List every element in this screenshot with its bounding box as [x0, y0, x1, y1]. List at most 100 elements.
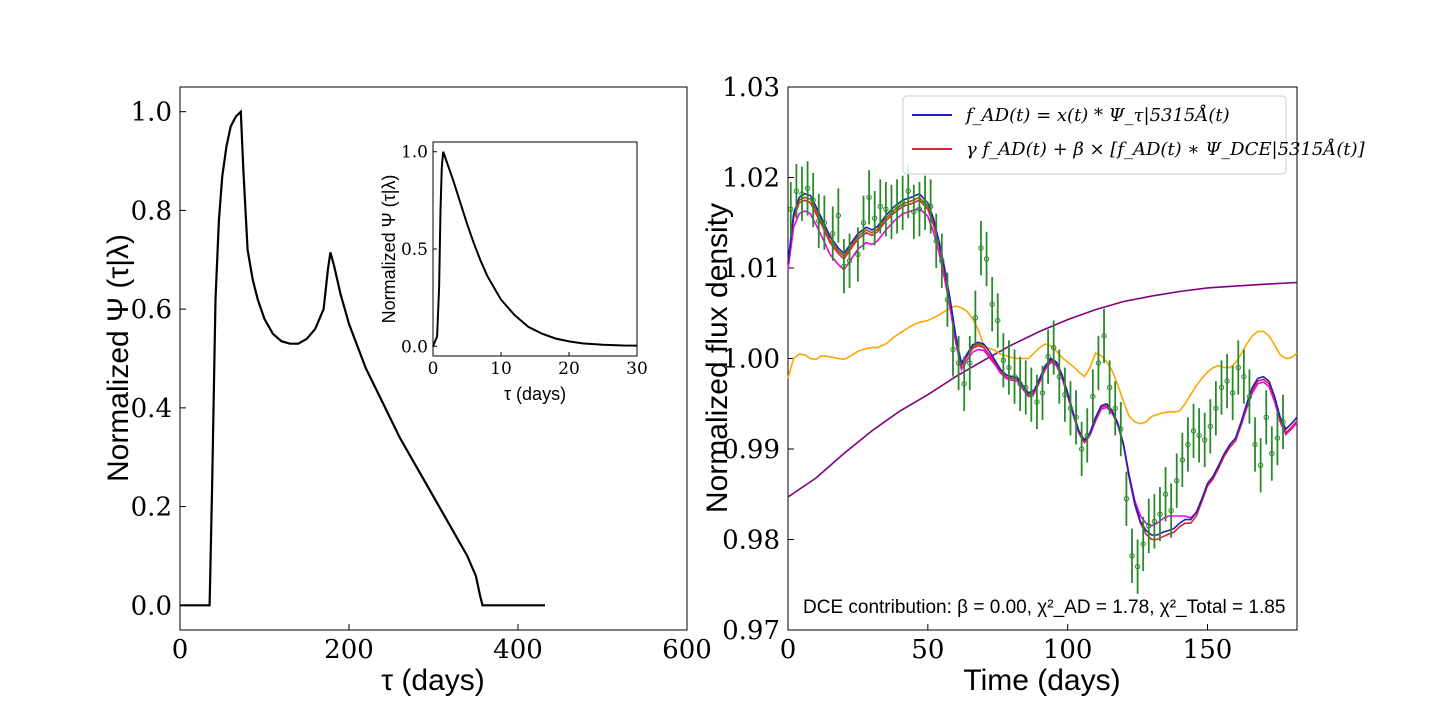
data-point [1118, 426, 1124, 432]
y-tick-label: 1.01 [722, 254, 780, 284]
data-point [835, 212, 842, 219]
data-point [1095, 360, 1102, 366]
series-orange-model [787, 305, 1298, 425]
y-tick-label: 0.4 [131, 394, 172, 424]
inset-transfer-curve [432, 151, 638, 347]
data-point [978, 245, 984, 251]
right-y-label: Normalized flux density [701, 203, 734, 513]
y-tick-label: 1.02 [722, 164, 780, 194]
y-tick-label: 0.2 [131, 493, 172, 523]
data-point [804, 185, 811, 192]
inset-x-label: τ (days) [504, 384, 566, 404]
y-tick-label: 0.98 [722, 526, 780, 556]
data-point [905, 188, 911, 194]
data-point [1039, 390, 1046, 396]
x-tick-label: 0 [780, 635, 797, 665]
y-tick-label: 0.5 [401, 240, 428, 260]
data-point [1207, 423, 1214, 430]
data-point [1185, 441, 1191, 448]
right-panel: 0 50 100 150 0.97 0.98 0.99 1.00 1.01 1.02 1.03 f_… [701, 73, 1366, 697]
x-tick-label: 600 [662, 635, 712, 665]
data-point [911, 209, 917, 215]
dce-annotation: DCE contribution: β = 0.00, χ²_AD = 1.78… [803, 597, 1285, 618]
y-tick-label: 0.6 [131, 295, 172, 325]
data-point [1229, 390, 1236, 396]
data-point [1263, 414, 1269, 421]
data-point [1123, 496, 1130, 502]
data-point [793, 188, 800, 194]
series-purple-trend [787, 281, 1298, 498]
data-point [877, 203, 883, 210]
data-point [871, 215, 878, 221]
data-point [933, 238, 939, 244]
left-x-label: τ (days) [381, 664, 485, 697]
data-point [1246, 393, 1253, 400]
data-point [1241, 373, 1247, 380]
data-point [1146, 523, 1152, 529]
y-tick-label: 0.0 [131, 591, 172, 621]
y-tick-label: 0.0 [401, 337, 428, 357]
data-point [1196, 432, 1202, 439]
data-point [916, 206, 923, 212]
data-point [1084, 432, 1090, 439]
x-tick-label: 20 [558, 359, 580, 379]
data-point [1112, 405, 1118, 411]
data-point [1090, 393, 1096, 400]
legend-label-dce: γ f_AD(t) + β × [f_AD(t) ∗ Ψ_DCE|5315Å(t… [966, 138, 1366, 160]
x-tick-label: 100 [1043, 635, 1093, 665]
y-tick-label: 0.99 [722, 435, 780, 465]
x-tick-label: 0 [428, 359, 439, 379]
data-point [810, 197, 816, 203]
data-point [1067, 405, 1074, 411]
data-point [1106, 384, 1113, 391]
data-point [983, 256, 990, 262]
data-point [995, 317, 1001, 324]
x-tick-label: 150 [1183, 635, 1233, 665]
data-point [1280, 419, 1286, 425]
data-point [1045, 353, 1051, 360]
inset-axes-frame [432, 141, 638, 357]
data-point [1062, 392, 1068, 398]
y-tick-label: 1.0 [131, 98, 172, 128]
data-point [1101, 333, 1107, 339]
right-axes-frame [787, 86, 1298, 631]
data-point [1151, 518, 1158, 525]
data-point [1174, 477, 1180, 484]
data-point [1056, 373, 1062, 380]
y-tick-label: 1.00 [722, 345, 780, 375]
data-point [799, 191, 805, 197]
right-observations [788, 161, 1286, 594]
data-point [927, 203, 934, 210]
data-point [955, 360, 962, 366]
data-point [972, 315, 979, 321]
x-tick-label: 50 [911, 635, 944, 665]
data-point [961, 381, 967, 387]
data-point [1006, 364, 1012, 371]
data-point [1129, 553, 1135, 559]
data-point [1252, 441, 1258, 448]
data-point [888, 209, 895, 215]
right-x-label: Time (days) [963, 664, 1120, 697]
data-point [1269, 450, 1275, 457]
data-point [894, 203, 900, 210]
y-tick-label: 1.03 [722, 73, 780, 103]
data-point [1257, 462, 1264, 468]
data-point [855, 251, 861, 258]
data-point [1050, 344, 1057, 351]
right-ticks: 0 50 100 150 0.97 0.98 0.99 1.00 1.01 1.02 1.03 [722, 73, 1232, 665]
data-point [899, 200, 906, 206]
data-point [944, 296, 951, 303]
data-point [1140, 541, 1146, 547]
data-point [1073, 414, 1079, 421]
data-point [1168, 507, 1174, 514]
data-point [860, 220, 867, 226]
data-point [841, 263, 847, 269]
data-point [846, 258, 853, 264]
data-point [1213, 405, 1219, 411]
left-y-label: Normalized Ψ (τ|λ) [102, 234, 135, 482]
data-point [816, 218, 822, 224]
data-point [1134, 563, 1141, 570]
